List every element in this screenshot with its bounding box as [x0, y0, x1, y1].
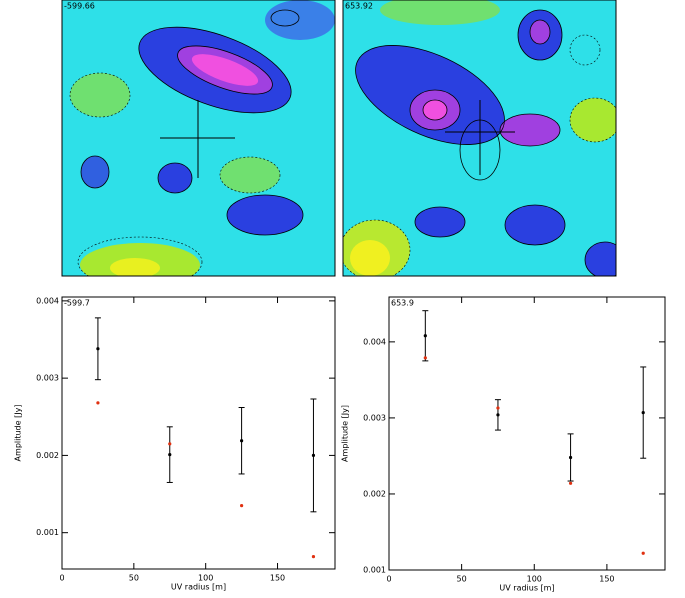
point	[168, 453, 172, 457]
map-right	[343, 0, 616, 276]
point	[496, 406, 500, 410]
point	[311, 453, 316, 458]
x-tick-label: 50	[457, 575, 467, 584]
x-tick-label: 100	[527, 575, 542, 584]
y-axis-label: Amplitude [Jy]	[341, 405, 350, 462]
x-tick-label: 0	[59, 574, 64, 583]
y-tick-label: 0.004	[363, 337, 386, 346]
point	[240, 439, 244, 443]
y-tick-label: 0.003	[36, 374, 59, 383]
x-axis-label: UV radius [m]	[171, 583, 226, 592]
plot-title: 653.9	[391, 299, 414, 308]
y-axis-label: Amplitude [Jy]	[14, 405, 23, 462]
x-tick-label: 100	[198, 574, 213, 583]
point	[96, 347, 100, 351]
point	[568, 455, 573, 460]
x-tick-label: 150	[599, 575, 614, 584]
y-tick-label: 0.002	[363, 489, 386, 498]
y-tick-label: 0.004	[36, 296, 59, 305]
plot-frame	[61, 296, 336, 570]
point	[641, 410, 645, 415]
point	[168, 442, 172, 446]
point	[423, 334, 427, 338]
y-tick-label: 0.001	[363, 566, 386, 575]
x-axis-label: UV radius [m]	[499, 584, 554, 593]
y-tick-label: 0.003	[363, 413, 386, 422]
plot-frame	[388, 296, 666, 571]
y-tick-label: 0.001	[36, 528, 59, 537]
point	[311, 555, 316, 559]
x-tick-label: 0	[386, 575, 391, 584]
point	[496, 413, 500, 417]
point	[568, 481, 573, 485]
y-tick-label: 0.002	[36, 451, 59, 460]
map-frame	[342, 0, 617, 277]
map-label: 653.92	[345, 2, 373, 11]
x-tick-label: 150	[270, 574, 285, 583]
point	[641, 551, 645, 555]
point	[96, 401, 100, 405]
x-tick-label: 50	[129, 574, 139, 583]
map-frame	[61, 0, 336, 277]
plot-title: -599.7	[64, 299, 90, 308]
map-label: -599.66	[64, 2, 95, 11]
point	[423, 356, 427, 360]
point	[240, 504, 244, 508]
map-left	[62, 0, 335, 276]
